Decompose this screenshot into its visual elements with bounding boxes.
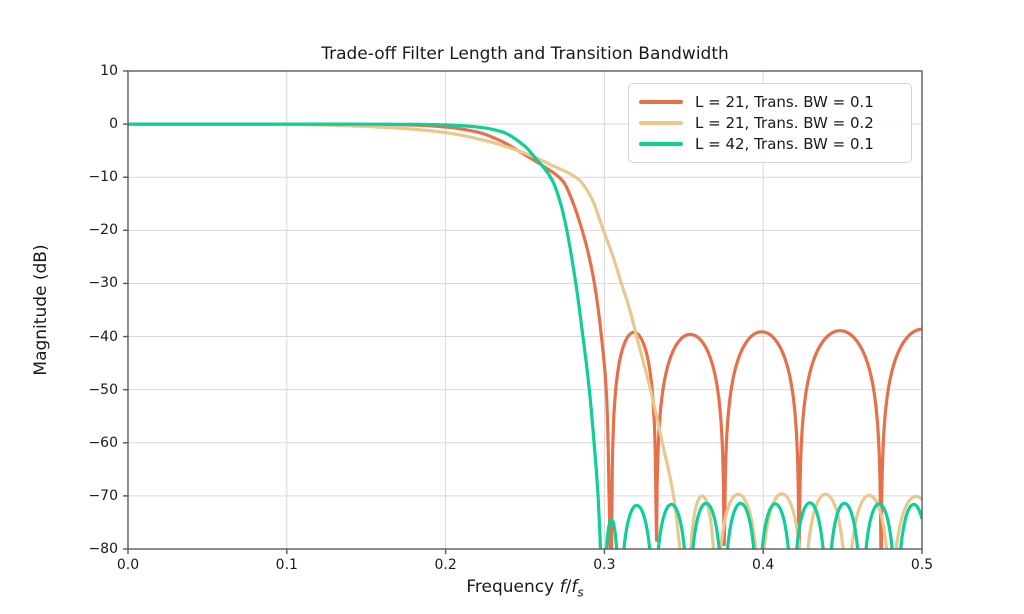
x-axis-label-subscript: s [577,585,584,600]
y-tick-label-−60: −60 [88,434,118,451]
y-tick-label-−80: −80 [88,541,118,557]
x-tick-label-0.5: 0.5 [910,557,934,573]
legend-item: L = 42, Trans. BW = 0.1 [639,134,899,155]
curve-series-2 [128,122,922,549]
legend-line-swatch-green [639,142,683,147]
y-tick-label-10: 10 [100,63,118,79]
x-axis-label-f-denominator: f [571,577,578,597]
y-axis-label: Magnitude (dB) [31,244,51,376]
legend-line-swatch-tan [639,120,683,125]
x-axis-label-text: Frequency [466,577,560,597]
legend: L = 21, Trans. BW = 0.1 L = 21, Trans. B… [628,83,912,163]
legend-item: L = 21, Trans. BW = 0.2 [639,112,899,133]
curves [128,122,922,549]
plot-spines [127,70,923,550]
curve-series-1 [128,122,922,549]
y-tick-label-−20: −20 [88,222,118,239]
x-tick-label-0.4: 0.4 [752,557,775,573]
y-tick-label-0: 0 [109,116,118,133]
legend-label: L = 21, Trans. BW = 0.2 [695,113,874,132]
legend-label: L = 21, Trans. BW = 0.1 [695,92,874,111]
y-tick-label-−40: −40 [88,328,118,345]
legend-line-swatch-orange [639,99,683,104]
legend-label: L = 42, Trans. BW = 0.1 [695,135,874,154]
y-tick-label-−10: −10 [88,169,118,186]
y-tick-label-−30: −30 [88,275,118,292]
x-axis-label: Frequency f/fs [128,577,922,599]
legend-item: L = 21, Trans. BW = 0.1 [639,91,899,112]
y-tick-label-−50: −50 [88,381,118,398]
y-tick-label-−70: −70 [88,487,118,504]
x-tick-label-0.3: 0.3 [593,557,616,573]
x-tick-label-0.2: 0.2 [434,557,457,573]
x-axis-label-slash: / [565,577,572,597]
x-axis-label-f-numerator: f [559,577,566,597]
x-tick-label-0.1: 0.1 [275,557,298,573]
x-tick-label-0.0: 0.0 [116,557,140,573]
chart-title: Trade-off Filter Length and Transition B… [321,44,729,64]
tick-marks [123,70,923,554]
curve-series-0 [128,122,922,549]
